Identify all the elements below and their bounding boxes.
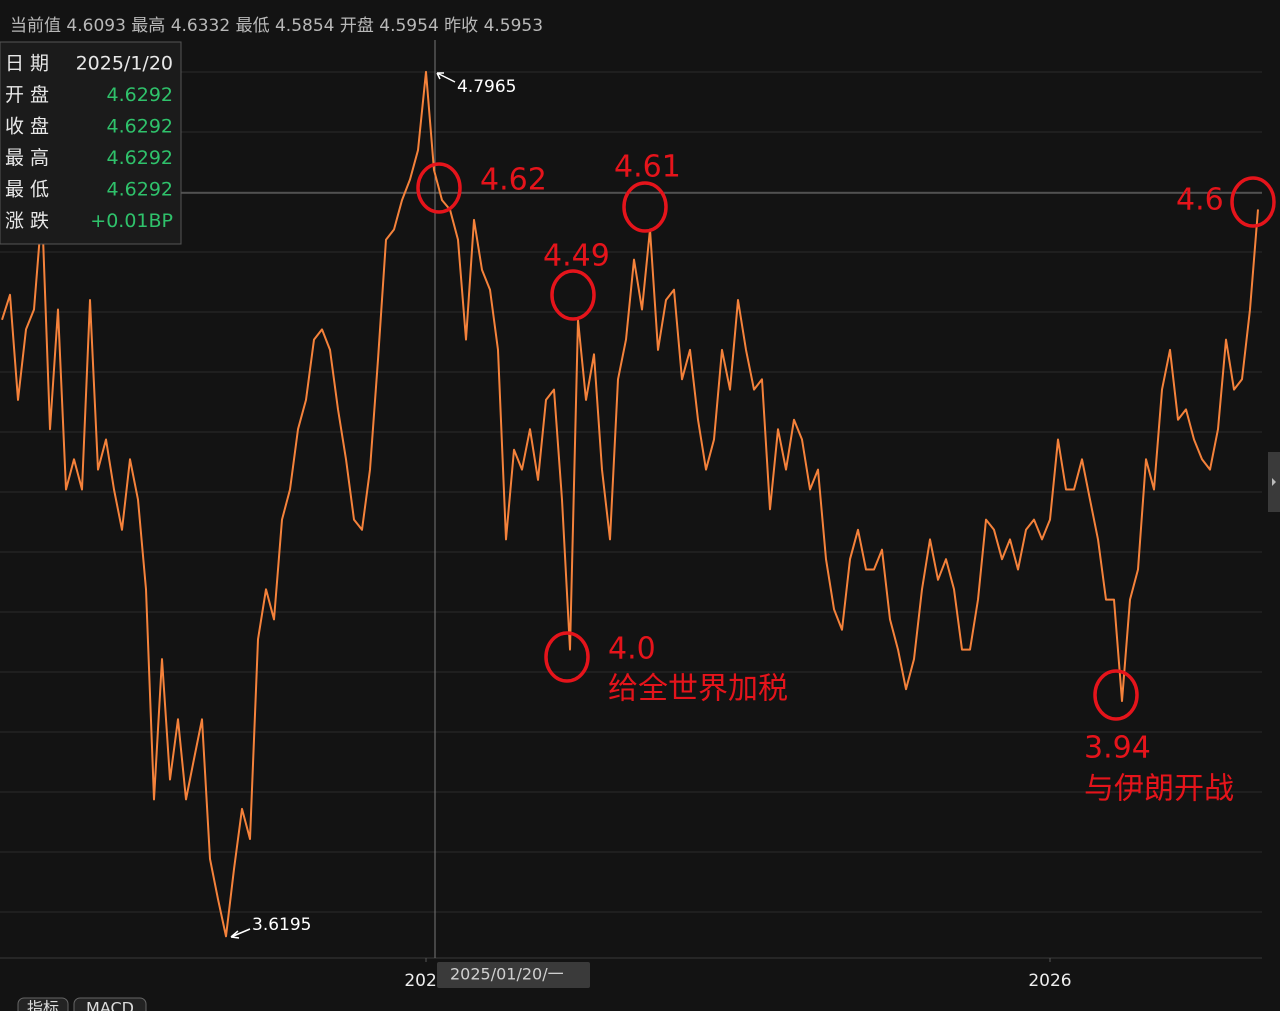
annotation-circle <box>1093 669 1139 721</box>
annotation-value: 3.94 <box>1084 731 1151 766</box>
annotation-value: 4.62 <box>480 163 547 198</box>
annotation-value: 4.6 <box>1176 183 1224 218</box>
tooltip-label: 涨 跌 <box>5 210 49 232</box>
min-label: 3.6195 <box>252 915 311 935</box>
scroll-arrow <box>1272 478 1276 486</box>
tooltip-box <box>0 41 182 245</box>
grid <box>0 71 1262 913</box>
crosshair-label-box <box>437 962 590 988</box>
tooltip-label: 开 盘 <box>5 84 49 106</box>
tooltip-value: 4.6292 <box>107 147 173 169</box>
tooltip-value: 4.6292 <box>107 84 173 106</box>
tooltip-label: 最 高 <box>5 147 49 169</box>
min-arrow <box>230 928 251 939</box>
annotation-value: 4.0 <box>608 632 656 667</box>
indicator-tab-label[interactable]: 指标 <box>27 999 59 1011</box>
tooltip-value: 4.6292 <box>107 179 173 201</box>
x-tick-label: 2026 <box>1028 971 1071 991</box>
tooltip-label: 最 低 <box>5 179 49 201</box>
tooltip-value: 2025/1/20 <box>76 53 173 75</box>
price-line <box>1 70 1259 938</box>
annotation-circle <box>622 181 668 233</box>
tooltip-value: +0.01BP <box>90 210 173 232</box>
tooltip-label: 收 盘 <box>5 116 49 138</box>
annotation-circle <box>544 631 590 683</box>
indicator-tab-label[interactable]: MACD <box>86 999 134 1011</box>
annotation-value: 4.61 <box>614 150 681 185</box>
max-label: 4.7965 <box>457 77 516 97</box>
annotation-value: 4.49 <box>543 239 610 274</box>
quote-header: 当前值 4.6093 最高 4.6332 最低 4.5854 开盘 4.5954… <box>10 16 543 36</box>
x-tick-label: 2025 <box>404 971 447 991</box>
annotation-circle <box>416 162 462 214</box>
crosshair-label: 2025/01/20/一 <box>450 965 564 984</box>
annotation-circle <box>550 269 596 321</box>
annotation-note: 给全世界加税 <box>608 672 788 707</box>
indicator-tab[interactable] <box>17 997 69 1011</box>
indicator-tab[interactable] <box>73 997 147 1011</box>
max-arrow <box>436 72 456 83</box>
tooltip-label: 日 期 <box>5 53 49 75</box>
annotation-circle <box>1230 176 1276 228</box>
annotation-note: 与伊朗开战 <box>1084 772 1234 807</box>
tooltip-value: 4.6292 <box>107 116 173 138</box>
